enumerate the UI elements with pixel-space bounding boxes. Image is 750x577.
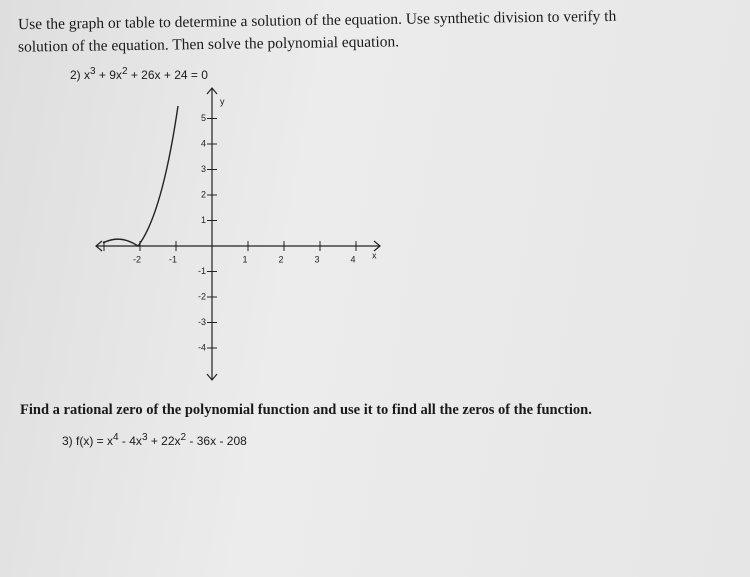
x-tick-label: 4: [350, 254, 355, 264]
exponent: 2: [180, 432, 187, 443]
equation: x3 + 9x2 + 26x + 24 = 0: [84, 66, 208, 82]
y-tick-label: -4: [198, 342, 206, 352]
y-tick-label: 1: [201, 215, 206, 225]
equation-part: - 4x: [118, 434, 142, 448]
x-tick-label: -1: [169, 254, 177, 264]
exponent: 3: [141, 432, 148, 443]
equation: f(x) = x4 - 4x3 + 22x2 - 36x - 208: [76, 432, 247, 448]
x-axis-label: x: [372, 250, 377, 260]
problem-line: 3) f(x) = x4 - 4x3 + 22x2 - 36x - 208: [62, 432, 247, 448]
problem-number: 2): [70, 68, 81, 82]
equation-part: f(x) = x: [76, 434, 114, 448]
x-tick-label: 3: [314, 254, 319, 264]
exponent: 3: [90, 66, 96, 77]
problem-number: 3): [62, 434, 73, 448]
problem-line: 2) x3 + 9x2 + 26x + 24 = 0: [70, 66, 208, 82]
y-tick-label: 5: [201, 113, 206, 123]
y-tick-label: -3: [198, 317, 206, 327]
x-tick-label: 2: [278, 254, 283, 264]
y-tick-label: -2: [198, 291, 206, 301]
equation-part: + 22x: [147, 434, 181, 448]
y-tick-label: 2: [201, 189, 206, 199]
equation-part: x: [84, 68, 91, 82]
problem-heading: Find a rational zero of the polynomial f…: [20, 402, 592, 418]
y-tick-label: 4: [201, 138, 206, 148]
equation-part: - 36x - 208: [186, 434, 247, 448]
x-tick-label: -2: [133, 254, 141, 264]
y-tick-label: -1: [198, 266, 206, 276]
exponent: 2: [121, 66, 128, 77]
x-tick-label: 1: [242, 254, 247, 264]
equation-part: + 9x: [95, 68, 122, 82]
y-axis-label: y: [220, 96, 225, 106]
y-tick-label: 3: [201, 164, 206, 174]
equation-part: + 26x + 24 = 0: [127, 68, 208, 82]
exponent: 4: [113, 432, 119, 443]
